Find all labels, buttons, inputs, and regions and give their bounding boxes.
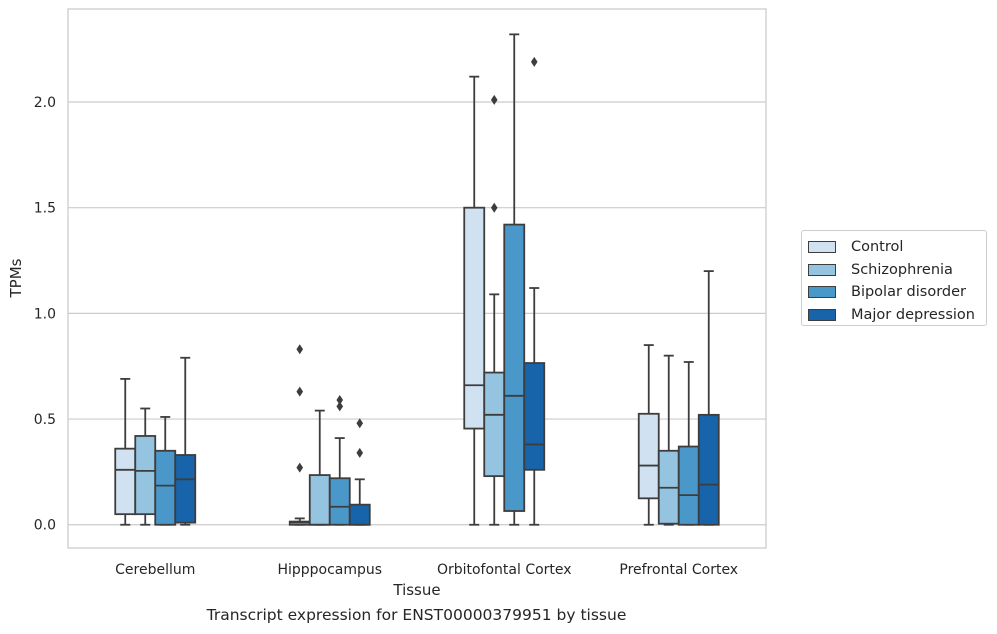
iqr-box — [308, 474, 331, 526]
box-schizophrenia — [308, 409, 331, 526]
iqr-box — [503, 223, 526, 512]
outlier-point — [296, 386, 304, 397]
box-major-depression — [697, 270, 720, 526]
outlier-point — [356, 447, 364, 458]
box-schizophrenia — [134, 407, 157, 526]
outlier-point — [530, 56, 538, 67]
box-control — [463, 75, 486, 526]
outlier-point — [336, 395, 344, 406]
iqr-box — [677, 445, 700, 526]
legend-item: Schizophrenia — [808, 259, 986, 282]
x-tick-label: Orbitofontal Cortex — [437, 562, 572, 578]
iqr-box — [637, 412, 660, 500]
x-tick-label: Prefrontal Cortex — [619, 562, 738, 578]
box-bipolar-disorder — [328, 395, 351, 526]
legend-swatch — [808, 263, 836, 276]
iqr-box — [154, 449, 177, 526]
legend-label: Control — [851, 239, 904, 256]
iqr-box — [328, 477, 351, 526]
legend-swatch — [808, 241, 836, 254]
plot-frame — [67, 8, 767, 549]
box-control — [114, 378, 137, 526]
box-major-depression — [523, 56, 546, 526]
box-major-depression — [174, 356, 197, 526]
box-schizophrenia — [657, 354, 680, 526]
legend-item: Control — [808, 236, 986, 259]
x-tick-label: Cerebellum — [115, 562, 195, 578]
x-axis-label: Tissue — [392, 581, 440, 599]
outlier-point — [490, 202, 498, 213]
legend-item: Bipolar disorder — [808, 281, 986, 304]
iqr-box — [483, 371, 506, 478]
y-tick-label: 1.0 — [34, 306, 56, 322]
chart-caption: Transcript expression for ENST0000037995… — [206, 606, 627, 624]
iqr-box — [463, 206, 486, 430]
legend: Control Schizophrenia Bipolar disorder Majo… — [801, 230, 987, 326]
x-tick-label: Hipppocampus — [277, 562, 382, 578]
box-control — [288, 344, 311, 526]
iqr-box — [114, 447, 137, 516]
y-tick-labels: 0.0 0.5 1.0 1.5 2.0 — [34, 95, 56, 534]
box-major-depression — [348, 418, 371, 526]
legend-label: Major depression — [851, 306, 975, 323]
boxes — [114, 33, 720, 526]
y-tick-label: 2.0 — [34, 95, 56, 111]
iqr-box — [348, 503, 371, 526]
iqr-box — [697, 413, 720, 526]
outlier-point — [296, 462, 304, 473]
iqr-box — [174, 454, 197, 524]
outlier-point — [336, 401, 344, 412]
outlier-point — [490, 94, 498, 105]
legend-swatch — [808, 286, 836, 299]
legend-item: Major depression — [808, 304, 986, 327]
y-tick-label: 0.0 — [34, 518, 56, 534]
y-tick-label: 0.5 — [34, 412, 56, 428]
iqr-box — [523, 362, 546, 471]
outlier-point — [356, 418, 364, 429]
outlier-point — [296, 344, 304, 355]
legend-label: Schizophrenia — [851, 261, 953, 278]
legend-label: Bipolar disorder — [851, 284, 966, 301]
iqr-box — [134, 435, 157, 516]
y-axis-label: TPMs — [7, 258, 25, 298]
x-tick-labels: Cerebellum Hipppocampus Orbitofontal Corte… — [115, 562, 738, 578]
y-tick-label: 1.5 — [34, 201, 56, 217]
legend-swatch — [808, 308, 836, 321]
